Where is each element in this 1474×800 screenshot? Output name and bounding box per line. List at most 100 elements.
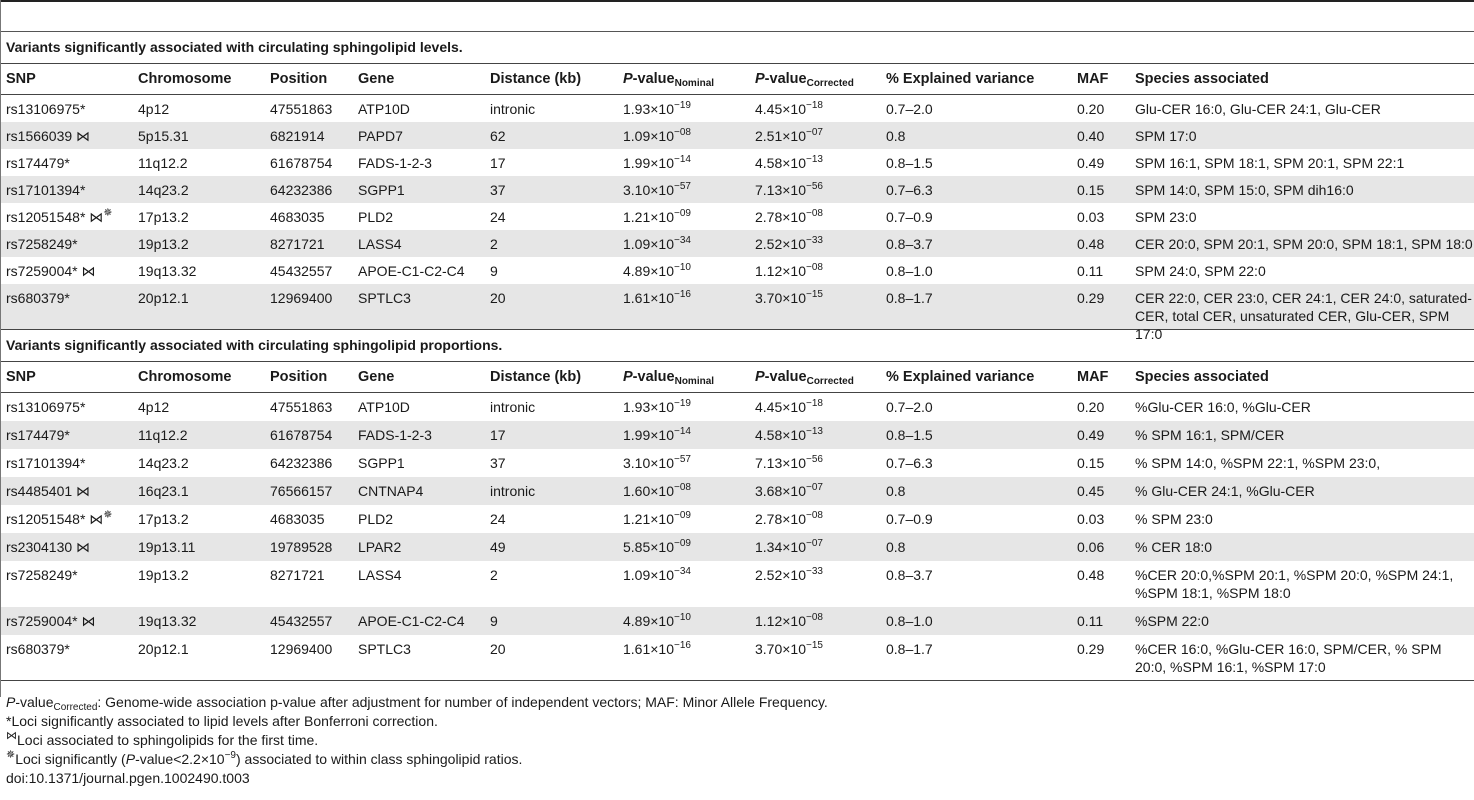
cell-explained-variance: 0.8	[886, 539, 906, 555]
cell-species: % Glu-CER 24:1, %Glu-CER	[1135, 483, 1315, 499]
header-chromosome: Chromosome	[138, 71, 232, 87]
cell-chromosome: 19q13.32	[138, 613, 197, 629]
footnote-pvalue: P-valueCorrected: Genome-wide associatio…	[6, 694, 828, 713]
pvalue-mantissa: 2.52	[755, 567, 783, 583]
star-icon: ✵	[103, 207, 113, 219]
snp-id: rs680379	[6, 641, 65, 657]
cell-pvalue-nominal: 3.10×10−57	[617, 454, 749, 472]
cell-distance: 62	[490, 128, 506, 144]
header-pvalue-sub: Nominal	[674, 376, 715, 387]
cell-chromosome: 5p15.31	[138, 128, 189, 144]
times-ten: ×10	[650, 209, 674, 225]
pvalue-exponent: −09	[674, 208, 691, 219]
snp-id: rs174479	[6, 427, 65, 443]
cell-pvalue-corrected: 1.12×10−08	[749, 262, 880, 280]
snp-mark: *	[72, 236, 78, 252]
pvalue-mantissa: 1.93	[623, 101, 651, 117]
header-gene: Gene	[358, 369, 395, 385]
pvalue-mantissa: 3.70	[755, 641, 783, 657]
cell-species: SPM 23:0	[1135, 209, 1197, 225]
table-row: rs174479* 11q12.2 61678754 FADS-1-2-3 17 1.99…	[0, 421, 1474, 449]
header-species: Species associated	[1135, 369, 1269, 385]
pvalue-mantissa: 7.13	[755, 182, 783, 198]
cell-snp: rs13106975*	[0, 398, 132, 416]
pvalue-exponent: −18	[806, 100, 823, 111]
snp-id: rs1566039	[6, 128, 73, 144]
times-ten: ×10	[782, 613, 806, 629]
cell-distance: 17	[490, 155, 506, 171]
pvalue-mantissa: 3.70	[755, 290, 783, 306]
cell-chromosome: 19p13.2	[138, 236, 189, 252]
snp-id: rs17101394	[6, 455, 80, 471]
cell-maf: 0.20	[1077, 399, 1105, 415]
cell-gene: PLD2	[358, 511, 394, 527]
cell-pvalue-nominal: 1.99×10−14	[617, 426, 749, 444]
cell-chromosome: 14q23.2	[138, 182, 189, 198]
cell-chromosome: 11q12.2	[138, 155, 188, 171]
cell-snp: rs4485401 ⋈	[0, 482, 132, 500]
cell-explained-variance: 0.8	[886, 483, 906, 499]
cell-pvalue-corrected: 3.70×10−15	[749, 289, 880, 307]
times-ten: ×10	[650, 511, 674, 527]
cell-distance: 37	[490, 182, 506, 198]
cell-pvalue-nominal: 1.93×10−19	[617, 398, 749, 416]
cell-distance: 24	[490, 511, 506, 527]
times-ten: ×10	[782, 263, 806, 279]
cell-species: Glu-CER 16:0, Glu-CER 24:1, Glu-CER	[1135, 101, 1381, 117]
footnote-bowtie: ⋈Loci associated to sphingolipids for th…	[6, 730, 319, 749]
snp-id: rs7259004	[6, 263, 73, 279]
header-snp: SNP	[6, 369, 36, 385]
cell-snp: rs17101394*	[0, 454, 132, 472]
cell-pvalue-nominal: 1.93×10−19	[617, 100, 749, 118]
cell-gene: ATP10D	[358, 399, 410, 415]
pvalue-mantissa: 1.12	[755, 263, 783, 279]
pvalue-exponent: −57	[674, 181, 691, 192]
times-ten: ×10	[782, 290, 806, 306]
times-ten: ×10	[650, 263, 674, 279]
cell-position: 76566157	[270, 483, 333, 499]
cell-explained-variance: 0.8	[886, 128, 906, 144]
times-ten: ×10	[650, 427, 674, 443]
table-row: rs4485401 ⋈ 16q23.1 76566157 CNTNAP4 introni…	[0, 477, 1474, 505]
cell-gene: PAPD7	[358, 128, 403, 144]
table-top-rule	[0, 0, 1474, 2]
pvalue-mantissa: 4.58	[755, 427, 783, 443]
pvalue-mantissa: 1.93	[623, 399, 651, 415]
header-pvalue-p: P	[755, 71, 765, 87]
snp-mark: *	[79, 455, 86, 471]
cell-species: CER 22:0, CER 23:0, CER 24:1, CER 24:0, …	[1135, 290, 1472, 342]
cell-pvalue-corrected: 2.52×10−33	[749, 566, 880, 584]
header-pvalue-nominal: P-valueNominal	[617, 368, 749, 387]
cell-species: % SPM 16:1, SPM/CER	[1135, 427, 1285, 443]
pvalue-exponent: −09	[674, 510, 691, 521]
cell-maf: 0.49	[1077, 155, 1105, 171]
cell-position: 6821914	[270, 128, 325, 144]
snp-id: rs12051548	[6, 209, 80, 225]
times-ten: ×10	[650, 182, 674, 198]
cell-pvalue-nominal: 1.09×10−34	[617, 235, 749, 253]
cell-gene: APOE-C1-C2-C4	[358, 263, 465, 279]
cell-distance: 17	[490, 427, 506, 443]
snp-id: rs7258249	[6, 236, 73, 252]
cell-chromosome: 19p13.2	[138, 567, 189, 583]
pvalue-mantissa: 4.45	[755, 101, 783, 117]
cell-gene: SGPP1	[358, 182, 405, 198]
header-chromosome: Chromosome	[138, 369, 232, 385]
cell-pvalue-corrected: 2.78×10−08	[749, 208, 880, 226]
star-icon: ✵	[103, 509, 113, 521]
pvalue-mantissa: 4.89	[623, 613, 651, 629]
cell-maf: 0.15	[1077, 455, 1105, 471]
cell-explained-variance: 0.7–6.3	[886, 182, 933, 198]
header-pvalue-sub: Nominal	[674, 78, 715, 89]
cell-position: 8271721	[270, 567, 325, 583]
cell-explained-variance: 0.8–1.0	[886, 613, 933, 629]
cell-species: %SPM 22:0	[1135, 613, 1209, 629]
snp-id: rs2304130	[6, 539, 73, 555]
snp-mark: ⋈	[72, 483, 91, 499]
cell-snp: rs17101394*	[0, 181, 132, 199]
pvalue-mantissa: 4.58	[755, 155, 783, 171]
cell-chromosome: 20p12.1	[138, 641, 189, 657]
pvalue-exponent: −34	[674, 235, 691, 246]
cell-position: 45432557	[270, 263, 333, 279]
cell-explained-variance: 0.7–6.3	[886, 455, 933, 471]
